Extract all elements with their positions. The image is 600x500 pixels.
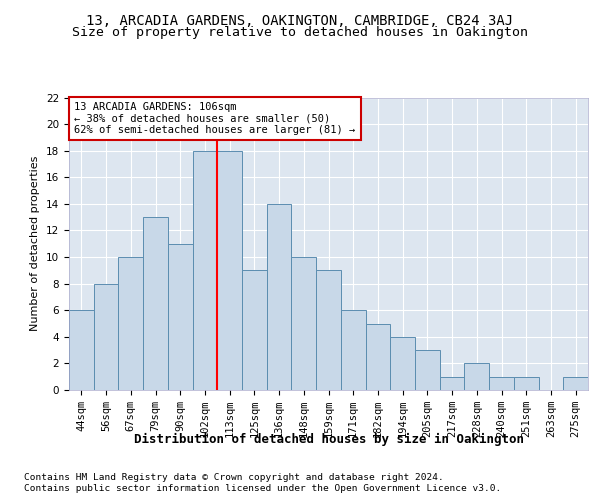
Bar	[365, 324, 390, 390]
Bar	[267, 204, 292, 390]
Bar	[464, 364, 489, 390]
Bar	[118, 257, 143, 390]
Bar	[341, 310, 365, 390]
Text: Size of property relative to detached houses in Oakington: Size of property relative to detached ho…	[72, 26, 528, 39]
Bar	[168, 244, 193, 390]
Bar	[143, 217, 168, 390]
Bar	[316, 270, 341, 390]
Text: Contains public sector information licensed under the Open Government Licence v3: Contains public sector information licen…	[24, 484, 501, 493]
Text: Distribution of detached houses by size in Oakington: Distribution of detached houses by size …	[134, 432, 524, 446]
Bar	[563, 376, 588, 390]
Bar	[292, 257, 316, 390]
Bar	[514, 376, 539, 390]
Bar	[415, 350, 440, 390]
Bar	[94, 284, 118, 390]
Bar	[489, 376, 514, 390]
Text: 13 ARCADIA GARDENS: 106sqm
← 38% of detached houses are smaller (50)
62% of semi: 13 ARCADIA GARDENS: 106sqm ← 38% of deta…	[74, 102, 355, 135]
Text: Contains HM Land Registry data © Crown copyright and database right 2024.: Contains HM Land Registry data © Crown c…	[24, 472, 444, 482]
Y-axis label: Number of detached properties: Number of detached properties	[31, 156, 40, 332]
Bar	[440, 376, 464, 390]
Bar	[217, 150, 242, 390]
Bar	[69, 310, 94, 390]
Text: 13, ARCADIA GARDENS, OAKINGTON, CAMBRIDGE, CB24 3AJ: 13, ARCADIA GARDENS, OAKINGTON, CAMBRIDG…	[86, 14, 514, 28]
Bar	[390, 337, 415, 390]
Bar	[242, 270, 267, 390]
Bar	[193, 150, 217, 390]
